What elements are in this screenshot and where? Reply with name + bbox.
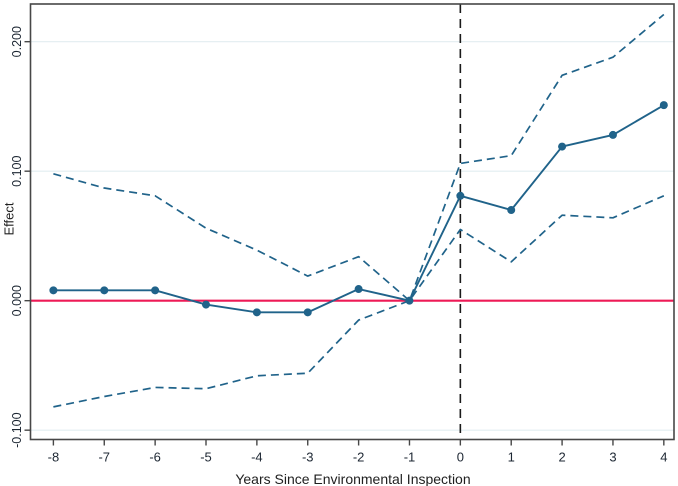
x-tick-label: -4 xyxy=(251,450,263,465)
ci-lower-line xyxy=(53,195,665,408)
data-point-marker xyxy=(202,300,210,309)
x-tick-label: -7 xyxy=(98,450,110,465)
data-point-marker xyxy=(608,130,617,139)
x-tick-label: 3 xyxy=(609,450,616,465)
y-axis-title: Effect xyxy=(1,202,17,236)
data-point-marker xyxy=(456,191,465,200)
data-point-marker xyxy=(151,286,160,295)
x-tick-label: -8 xyxy=(48,450,60,465)
plot-border xyxy=(29,3,675,441)
data-point-marker xyxy=(49,286,58,295)
x-tick-label: 4 xyxy=(660,450,667,465)
x-axis-title: Years Since Environmental Inspection xyxy=(235,471,471,486)
x-tick-label: -6 xyxy=(149,450,161,465)
data-point-marker xyxy=(659,101,668,110)
x-tick-label: -3 xyxy=(302,450,314,465)
data-point-marker xyxy=(303,308,312,317)
ci-upper-line xyxy=(53,13,665,302)
x-tick-label: 1 xyxy=(508,450,515,465)
x-tick-label: -2 xyxy=(353,450,365,465)
y-tick-label: 0.100 xyxy=(10,155,24,186)
x-tick-label: 2 xyxy=(558,450,565,465)
data-point-marker xyxy=(252,308,261,317)
data-point-marker xyxy=(354,285,363,294)
plot-area xyxy=(30,4,674,440)
x-tick-label: 0 xyxy=(457,450,464,465)
data-point-marker xyxy=(100,286,109,295)
x-tick-label: -5 xyxy=(200,450,212,465)
data-point-marker xyxy=(558,142,567,151)
y-tick-label: 0.000 xyxy=(10,285,24,316)
x-tick-label: -1 xyxy=(404,450,416,465)
y-tick-label: 0.200 xyxy=(10,26,24,57)
y-tick-label: -0.100 xyxy=(10,412,24,447)
data-point-marker xyxy=(507,206,516,215)
